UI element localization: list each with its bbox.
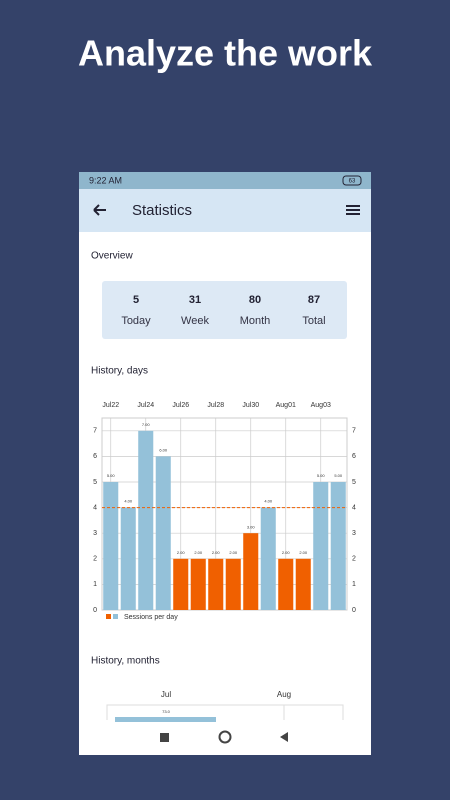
- y-tick-label: 6: [93, 453, 97, 460]
- x-tick-label: Aug03: [311, 402, 331, 409]
- phone-screen: [79, 172, 371, 755]
- y2-tick-label: 2: [352, 556, 356, 563]
- value-label: 2.00: [299, 550, 308, 555]
- month-label: Aug: [277, 690, 291, 699]
- months-frame: [106, 704, 344, 720]
- x-tick-label: Jul28: [207, 402, 224, 409]
- app-title: Statistics: [132, 202, 192, 219]
- bar: [103, 482, 119, 610]
- headline: Analyze the work: [78, 33, 373, 74]
- x-tick-label: Jul26: [172, 402, 189, 409]
- bar: [225, 558, 241, 610]
- x-tick-label: Jul30: [242, 402, 259, 409]
- month-label: Jul: [161, 690, 171, 699]
- value-label: 5.00: [317, 473, 326, 478]
- y-tick-label: 4: [93, 504, 97, 511]
- menu-button[interactable]: [346, 205, 360, 215]
- stat-value: 87: [308, 294, 320, 306]
- stat-value: 80: [249, 294, 261, 306]
- value-label: 3.00: [247, 524, 256, 529]
- value-label: 2.00: [177, 550, 186, 555]
- stat-label: Month: [240, 315, 271, 327]
- y2-tick-label: 3: [352, 530, 356, 537]
- bar: [155, 456, 171, 610]
- stat-value: 31: [189, 294, 201, 306]
- value-label: 6.00: [159, 447, 168, 452]
- back-button[interactable]: [93, 204, 106, 216]
- value-label: 7.00: [142, 422, 151, 427]
- legend-swatch: [106, 614, 111, 619]
- bar: [208, 558, 224, 610]
- x-tick-label: Jul22: [102, 402, 119, 409]
- status-bar: [79, 172, 371, 189]
- y2-tick-label: 0: [352, 607, 356, 614]
- battery-icon: [342, 175, 362, 186]
- overview-card: [102, 281, 347, 339]
- bar: [330, 482, 346, 610]
- legend-label: Sessions per day: [124, 614, 178, 621]
- y2-tick-label: 7: [352, 428, 356, 435]
- bar: [138, 430, 154, 610]
- y-tick-label: 2: [93, 556, 97, 563]
- bar: [120, 507, 136, 610]
- value-label: 2.00: [212, 550, 221, 555]
- value-label: 73.0: [162, 709, 171, 714]
- x-tick-label: Jul24: [137, 402, 154, 409]
- y-tick-label: 7: [93, 428, 97, 435]
- x-tick-label: Aug01: [276, 402, 296, 409]
- bar: [313, 482, 329, 610]
- status-time: 9:22 AM: [89, 175, 122, 185]
- value-label: 2.00: [229, 550, 238, 555]
- section-title: Overview: [91, 251, 133, 262]
- value-label: 5.00: [107, 473, 116, 478]
- y2-tick-label: 6: [352, 453, 356, 460]
- section-title: History, days: [91, 366, 148, 377]
- y-tick-label: 0: [93, 607, 97, 614]
- y2-tick-label: 4: [352, 504, 356, 511]
- nav-recent[interactable]: [160, 733, 169, 742]
- value-label: 4.00: [124, 499, 133, 504]
- app-bar: [79, 189, 371, 232]
- bar: [173, 558, 189, 610]
- value-label: 5.00: [334, 473, 343, 478]
- y2-tick-label: 5: [352, 479, 356, 486]
- bar: [295, 558, 311, 610]
- battery-level: 63: [349, 179, 356, 185]
- value-label: 2.00: [282, 550, 291, 555]
- bar: [278, 558, 294, 610]
- stat-label: Total: [302, 315, 325, 327]
- legend-swatch: [113, 614, 118, 619]
- stat-label: Today: [121, 315, 151, 327]
- stat-label: Week: [181, 315, 209, 327]
- nav-home[interactable]: [218, 730, 232, 744]
- stat-value: 5: [133, 294, 139, 306]
- value-label: 2.00: [194, 550, 203, 555]
- y-tick-label: 1: [93, 581, 97, 588]
- section-title: History, months: [91, 656, 160, 667]
- nav-back[interactable]: [280, 732, 288, 742]
- bar: [190, 558, 206, 610]
- value-label: 4.00: [264, 499, 273, 504]
- nav-bar: [79, 722, 371, 755]
- bar: [243, 533, 259, 610]
- bar: [260, 507, 276, 610]
- y-tick-label: 5: [93, 479, 97, 486]
- y-tick-label: 3: [93, 530, 97, 537]
- y2-tick-label: 1: [352, 581, 356, 588]
